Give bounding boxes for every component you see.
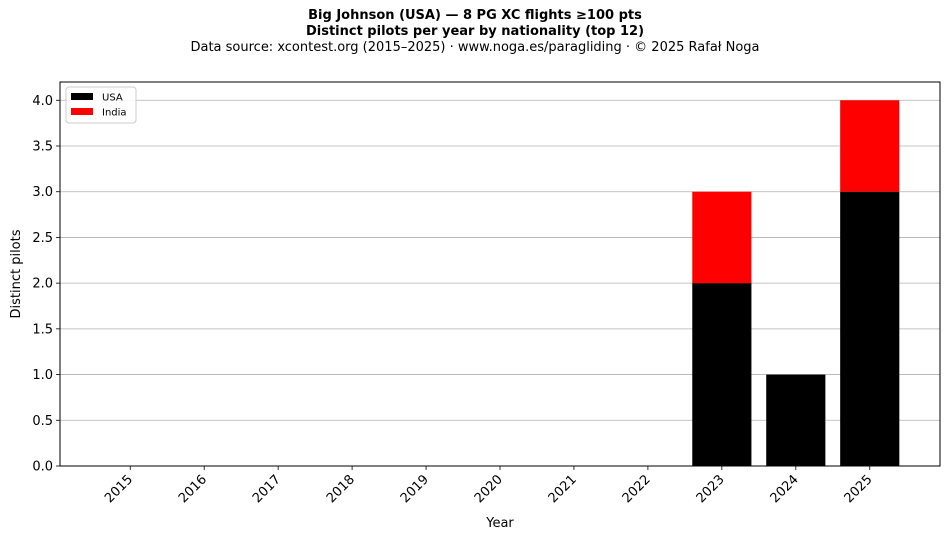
y-axis-label: Distinct pilots	[9, 229, 24, 318]
y-tick-label: 3.5	[32, 140, 53, 155]
x-tick-label: 2020	[472, 472, 506, 506]
x-tick-label: 2022	[620, 472, 654, 506]
x-tick-label: 2018	[324, 472, 358, 506]
y-tick-label: 3.0	[32, 185, 53, 200]
x-tick-label: 2016	[176, 472, 210, 506]
y-tick-label: 2.5	[32, 231, 53, 246]
x-tick-label: 2025	[842, 472, 876, 506]
x-tick-label: 2015	[102, 472, 136, 506]
chart-subtitle: Distinct pilots per year by nationality …	[305, 24, 645, 39]
x-tick-label: 2021	[546, 472, 580, 506]
bar-usa	[692, 283, 752, 466]
x-tick-label: 2023	[694, 472, 728, 506]
legend-swatch-india	[71, 108, 93, 115]
x-tick-label: 2024	[768, 472, 802, 506]
y-tick-label: 1.5	[32, 322, 53, 337]
bar-india	[692, 191, 752, 284]
legend-label-india: India	[102, 108, 127, 119]
legend-label-usa: USA	[102, 93, 123, 104]
y-tick-label: 4.0	[32, 94, 53, 109]
chart-title: Big Johnson (USA) — 8 PG XC flights ≥100…	[308, 8, 642, 23]
x-axis-label: Year	[485, 516, 514, 531]
x-tick-label: 2019	[398, 472, 432, 506]
y-tick-label: 2.0	[32, 277, 53, 292]
chart-source: Data source: xcontest.org (2015–2025) · …	[190, 40, 760, 55]
plot-frame	[59, 81, 941, 467]
y-tick-label: 0.0	[32, 460, 53, 475]
chart-titles: Big Johnson (USA) — 8 PG XC flights ≥100…	[0, 8, 950, 56]
bar-usa	[766, 374, 826, 466]
legend-swatch-usa	[71, 93, 93, 100]
y-tick-label: 0.5	[32, 414, 53, 429]
x-tick-label: 2017	[250, 472, 284, 506]
bar-india	[840, 100, 900, 192]
bar-usa	[840, 191, 900, 466]
y-tick-label: 1.0	[32, 368, 53, 383]
